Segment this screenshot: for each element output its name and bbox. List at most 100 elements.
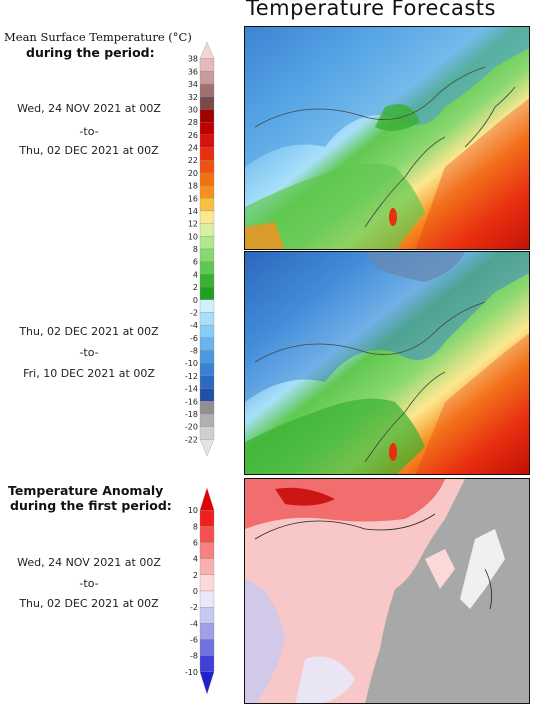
colorbar-swatch (199, 623, 215, 640)
colorbar-swatch (199, 58, 215, 72)
colorbar-swatch (199, 223, 215, 237)
colorbar-swatch (199, 83, 215, 97)
colorbar-tick-label: 26 (188, 131, 198, 140)
period1-sep: -to- (79, 125, 99, 138)
colorbar-swatch (199, 363, 215, 377)
period1-end: Thu, 02 DEC 2021 at 00Z (19, 144, 159, 157)
colorbar-tick-label: -14 (185, 385, 198, 394)
colorbar-tick-label: 34 (188, 80, 198, 89)
page-title: Temperature Forecasts (245, 0, 496, 20)
colorbar-tick-label: -2 (190, 603, 198, 612)
colorbar-tick-label: 6 (193, 539, 198, 548)
colorbar-swatch (199, 388, 215, 402)
colorbar-swatch (199, 236, 215, 250)
colorbar-tick-label: 8 (193, 522, 198, 531)
colorbar-tick-label: -16 (185, 397, 198, 406)
colorbar-swatch (199, 286, 215, 300)
colorbar-tick-label: 2 (193, 283, 198, 292)
period3-end: Thu, 02 DEC 2021 at 00Z (19, 597, 159, 610)
colorbar-tick-label: -4 (190, 619, 198, 628)
colorbar-tick-label: -6 (190, 334, 198, 343)
colorbar-swatch (199, 413, 215, 427)
colorbar-tick-label: -2 (190, 308, 198, 317)
colorbar-tick-label: -20 (185, 423, 198, 432)
temperature-colorbar: 38363432302826242220181614121086420-2-4-… (185, 41, 215, 457)
colorbar-swatch (199, 109, 215, 123)
mean-temp-label: Mean Surface Temperature (°C) (4, 30, 192, 44)
colorbar-swatch (199, 487, 215, 511)
colorbar-tick-label: 8 (193, 245, 198, 254)
colorbar-tick-label: -6 (190, 636, 198, 645)
colorbar-swatch (199, 248, 215, 262)
period3-start: Wed, 24 NOV 2021 at 00Z (17, 556, 161, 569)
anomaly-label: Temperature Anomaly (8, 483, 164, 498)
colorbar-swatch (199, 526, 215, 543)
colorbar-swatch (199, 558, 215, 575)
colorbar-swatch (199, 312, 215, 326)
mean-temp-period-label: during the period: (26, 45, 155, 60)
anomaly-colorbar: 10 8 6 4 2 0 -2 -4 -6 -8 -10 (185, 487, 215, 695)
colorbar-tick-label: 0 (193, 587, 198, 596)
period2-end: Fri, 10 DEC 2021 at 00Z (23, 367, 155, 380)
colorbar-tick-label: 14 (188, 207, 198, 216)
colorbar-swatch (199, 426, 215, 440)
colorbar-swatch (199, 96, 215, 110)
colorbar-swatch (199, 71, 215, 85)
colorbar-swatch (199, 337, 215, 351)
colorbar-tick-label: 2 (193, 571, 198, 580)
temperature-map-period1 (244, 26, 530, 250)
colorbar-swatch (199, 134, 215, 148)
colorbar-swatch (199, 121, 215, 135)
period2-start: Thu, 02 DEC 2021 at 00Z (19, 325, 159, 338)
colorbar-tick-label: 10 (188, 506, 198, 515)
colorbar-swatch (199, 261, 215, 275)
colorbar-swatch (199, 401, 215, 415)
anomaly-map (244, 478, 530, 704)
colorbar-tick-label: 30 (188, 105, 198, 114)
colorbar-swatch (199, 299, 215, 313)
colorbar-tick-label: 38 (188, 55, 198, 64)
colorbar-swatch (199, 655, 215, 672)
colorbar-tick-label: 18 (188, 182, 198, 191)
anomaly-period-label: during the first period: (10, 498, 172, 513)
colorbar-swatch (199, 574, 215, 592)
colorbar-tick-label: 20 (188, 169, 198, 178)
colorbar-tick-label: -10 (185, 668, 198, 677)
colorbar-swatch (199, 41, 215, 59)
colorbar-tick-label: -22 (185, 435, 198, 444)
colorbar-tick-label: 32 (188, 93, 198, 102)
colorbar-swatch (199, 542, 215, 559)
colorbar-tick-label: 36 (188, 67, 198, 76)
colorbar-tick-label: 6 (193, 258, 198, 267)
colorbar-tick-label: 12 (188, 220, 198, 229)
colorbar-tick-label: 28 (188, 118, 198, 127)
colorbar-tick-label: -8 (190, 347, 198, 356)
colorbar-swatch (199, 590, 215, 608)
colorbar-swatch (199, 147, 215, 161)
colorbar-swatch (199, 160, 215, 174)
colorbar-tick-label: 4 (193, 270, 198, 279)
colorbar-swatch (199, 274, 215, 288)
colorbar-swatch (199, 671, 215, 695)
colorbar-swatch (199, 324, 215, 338)
colorbar-tick-label: -4 (190, 321, 198, 330)
colorbar-swatch (199, 375, 215, 389)
colorbar-tick-label: 10 (188, 232, 198, 241)
colorbar-swatch (199, 198, 215, 212)
colorbar-tick-label: -18 (185, 410, 198, 419)
colorbar-swatch (199, 185, 215, 199)
colorbar-tick-label: 24 (188, 144, 198, 153)
colorbar-tick-label: 4 (193, 555, 198, 564)
colorbar-tick-label: 16 (188, 194, 198, 203)
colorbar-swatch (199, 510, 215, 527)
colorbar-swatch (199, 607, 215, 624)
colorbar-tick-label: 0 (193, 296, 198, 305)
colorbar-swatch (199, 439, 215, 457)
colorbar-swatch (199, 639, 215, 656)
period1-start: Wed, 24 NOV 2021 at 00Z (17, 102, 161, 115)
colorbar-swatch (199, 172, 215, 186)
colorbar-swatch (199, 210, 215, 224)
period3-sep: -to- (79, 577, 99, 590)
period2-sep: -to- (79, 346, 99, 359)
colorbar-swatch (199, 350, 215, 364)
